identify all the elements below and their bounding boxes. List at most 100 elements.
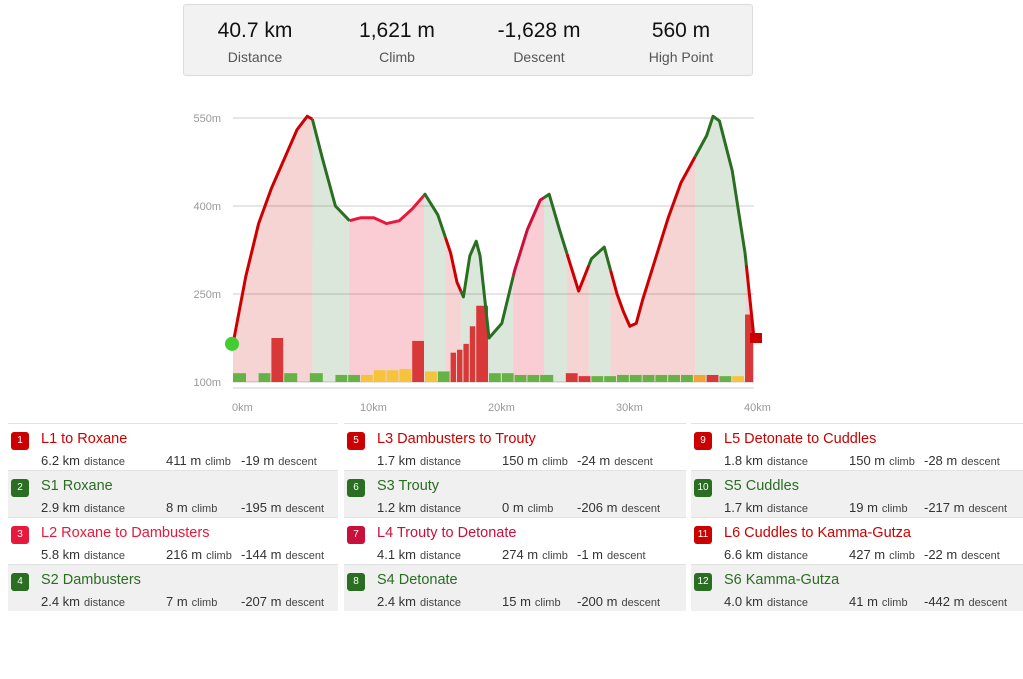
segment-row[interactable]: 11 L6 Cuddles to Kamma-Gutza 6.6 km distanc…	[691, 517, 1023, 564]
distance-unit: distance	[84, 503, 125, 515]
stat-climb: 1,621 m Climb	[326, 5, 468, 75]
segment-name[interactable]: L5 Detonate to Cuddles	[724, 431, 877, 447]
descent-value: -22 m	[924, 547, 958, 562]
stat-value: -1,628 m	[497, 19, 581, 42]
stat-value: 40.7 km	[217, 19, 293, 42]
climb-unit: climb	[206, 550, 232, 562]
distance-unit: distance	[420, 456, 461, 468]
grade-bar	[629, 374, 642, 382]
segment-name[interactable]: S2 Dambusters	[41, 572, 141, 588]
grade-bar	[412, 340, 425, 382]
grade-bar	[373, 370, 386, 382]
grade-bar	[565, 373, 578, 382]
distance-unit: distance	[420, 503, 461, 515]
grade-bar	[437, 371, 450, 382]
segment-number-badge: 4	[11, 573, 29, 591]
segment-number-badge: 2	[11, 479, 29, 497]
distance-unit: distance	[767, 456, 808, 468]
segment-row[interactable]: 4 S2 Dambusters 2.4 km distance 7 m climb -207…	[8, 564, 338, 611]
segment-distance: 4.1 km distance	[377, 547, 461, 562]
segment-row[interactable]: 5 L3 Dambusters to Trouty 1.7 km distance 15…	[344, 423, 686, 470]
segment-stats: 1.2 km distance 0 m climb -206 m descent	[377, 500, 660, 515]
segment-row[interactable]: 1 L1 to Roxane 6.2 km distance 411 m climb -19…	[8, 423, 338, 470]
climb-value: 41 m	[849, 594, 878, 609]
elevation-line-segment-8	[543, 192, 569, 255]
grade-bar	[732, 376, 745, 382]
climb-unit: climb	[542, 456, 568, 468]
segment-area-7	[513, 197, 545, 382]
grade-bar	[284, 373, 298, 382]
descent-unit: descent	[621, 597, 660, 609]
stat-high-point: 560 m High Point	[610, 5, 752, 75]
segment-name[interactable]: S5 Cuddles	[724, 478, 799, 494]
segment-stats: 6.2 km distance 411 m climb -19 m descent	[41, 453, 317, 468]
grade-bar	[642, 374, 655, 382]
grade-bar	[693, 374, 706, 382]
segment-distance: 6.2 km distance	[41, 453, 125, 468]
start-marker	[225, 336, 239, 351]
grade-bar	[655, 374, 668, 382]
segment-row[interactable]: 3 L2 Roxane to Dambusters 5.8 km distance 21…	[8, 517, 338, 564]
distance-value: 6.6 km	[724, 547, 764, 562]
segment-name[interactable]: L1 to Roxane	[41, 431, 128, 447]
segment-number-badge: 12	[694, 573, 712, 591]
segment-row[interactable]: 12 S6 Kamma-Gutza 4.0 km distance 41 m climb -…	[691, 564, 1023, 611]
segment-name[interactable]: S4 Detonate	[377, 572, 458, 588]
grade-bar	[578, 376, 591, 382]
segment-name[interactable]: L6 Cuddles to Kamma-Gutza	[724, 525, 911, 541]
segment-distance: 2.9 km distance	[41, 500, 125, 515]
stat-label: Descent	[513, 49, 565, 65]
stat-value: 1,621 m	[359, 19, 435, 42]
descent-unit: descent	[961, 550, 1000, 562]
descent-unit: descent	[285, 597, 324, 609]
grade-bar	[604, 376, 617, 382]
grade-bar	[668, 374, 681, 382]
climb-unit: climb	[205, 456, 231, 468]
segment-stats: 2.4 km distance 7 m climb -207 m descent	[41, 594, 324, 609]
segment-name[interactable]: L3 Dambusters to Trouty	[377, 431, 536, 447]
grade-bar	[348, 374, 361, 382]
segment-row[interactable]: 10 S5 Cuddles 1.7 km distance 19 m climb -217 …	[691, 470, 1023, 517]
segment-row[interactable]: 9 L5 Detonate to Cuddles 1.8 km distance 150…	[691, 423, 1023, 470]
segment-name[interactable]: S3 Trouty	[377, 478, 440, 494]
distance-value: 2.4 km	[377, 594, 417, 609]
climb-value: 8 m	[166, 500, 188, 515]
segment-area-10	[588, 247, 611, 382]
segment-distance: 1.7 km distance	[724, 500, 808, 515]
elevation-line-segment-13	[744, 264, 756, 339]
climb-value: 150 m	[849, 453, 886, 468]
segment-descent: -442 m descent	[924, 594, 1007, 609]
segment-row[interactable]: 6 S3 Trouty 1.2 km distance 0 m climb -206 m de…	[344, 470, 686, 517]
segment-column: 9 L5 Detonate to Cuddles 1.8 km distance 150…	[691, 423, 1023, 611]
distance-unit: distance	[84, 456, 125, 468]
distance-value: 4.1 km	[377, 547, 417, 562]
descent-value: -442 m	[924, 594, 965, 609]
descent-unit: descent	[614, 456, 653, 468]
segment-name[interactable]: S1 Roxane	[41, 478, 113, 494]
elevation-profile-chart[interactable]: 550m 400m 250m 100m 0km 10km 20km 30km 40km	[0, 0, 1023, 420]
segment-distance: 2.4 km distance	[377, 594, 461, 609]
segment-area-5	[445, 237, 461, 382]
distance-value: 2.9 km	[41, 500, 81, 515]
grade-bar	[706, 374, 719, 382]
segment-row[interactable]: 2 S1 Roxane 2.9 km distance 8 m climb -195 m de…	[8, 470, 338, 517]
segment-distance: 6.6 km distance	[724, 547, 808, 562]
segment-distance: 4.0 km distance	[724, 594, 808, 609]
descent-unit: descent	[621, 503, 660, 515]
segment-name[interactable]: S6 Kamma-Gutza	[724, 572, 840, 588]
segment-climb: 427 m climb	[849, 547, 915, 562]
segment-descent: -217 m descent	[924, 500, 1007, 515]
segment-climb: 41 m climb	[849, 594, 908, 609]
segment-row[interactable]: 7 L4 Trouty to Detonate 4.1 km distance 274 …	[344, 517, 686, 564]
segment-name[interactable]: L4 Trouty to Detonate	[377, 525, 517, 541]
segment-row[interactable]: 8 S4 Detonate 2.4 km distance 15 m climb -200 …	[344, 564, 686, 611]
end-marker	[750, 333, 762, 343]
segment-area-2	[312, 119, 350, 382]
segment-name[interactable]: L2 Roxane to Dambusters	[41, 525, 210, 541]
segment-descent: -1 m descent	[577, 547, 646, 562]
y-tick-label: 400m	[193, 201, 221, 213]
segment-area-12	[695, 116, 747, 383]
segment-descent: -200 m descent	[577, 594, 660, 609]
distance-value: 2.4 km	[41, 594, 81, 609]
segment-climb: 8 m climb	[166, 500, 217, 515]
